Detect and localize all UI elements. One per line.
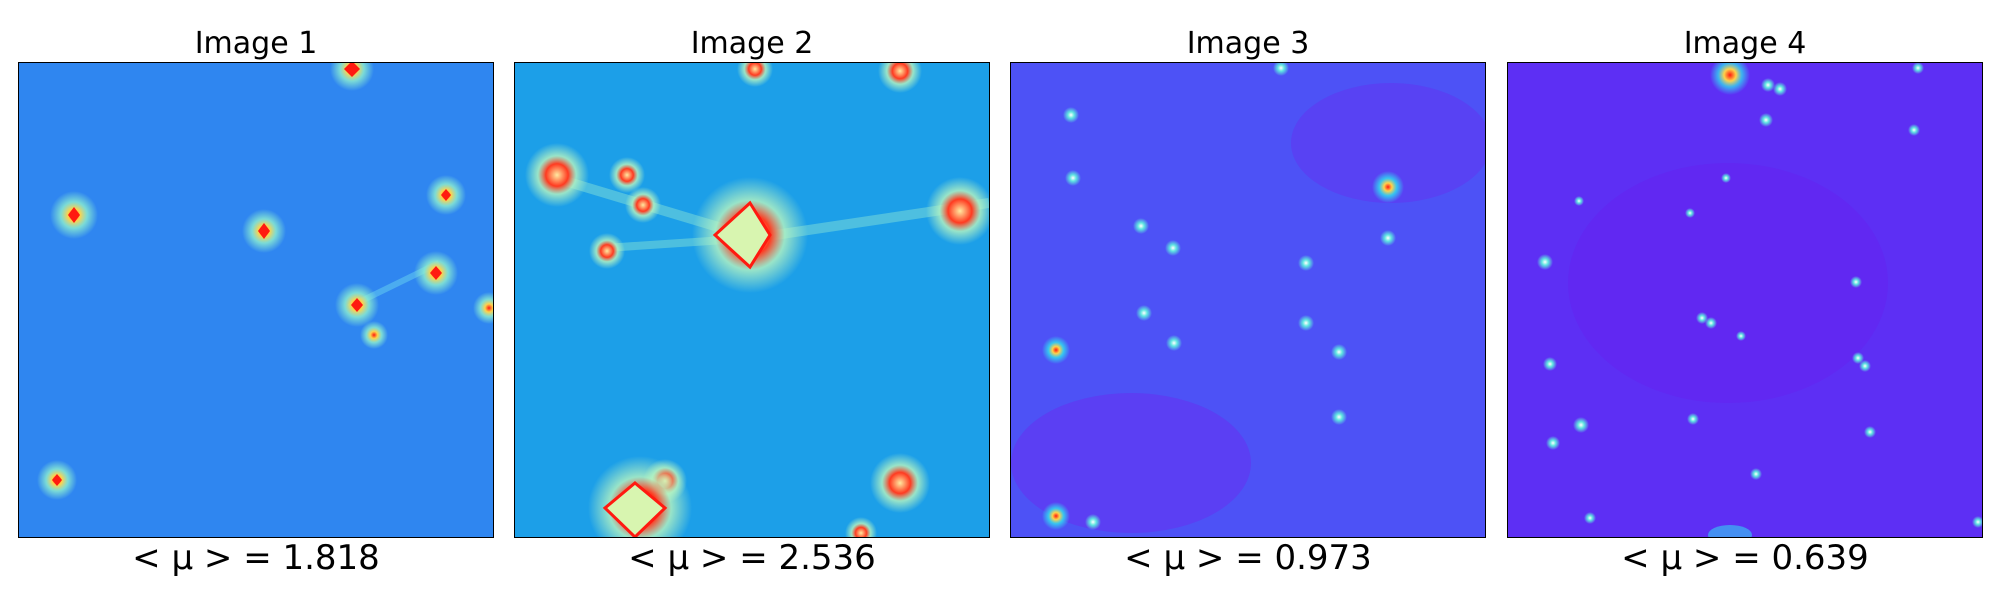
panel-title: Image 1 xyxy=(194,26,318,61)
heatmap-image xyxy=(515,63,989,537)
panel-title: Image 4 xyxy=(1683,26,1807,61)
image-frame xyxy=(514,62,990,538)
mean-mu-label: < μ > = 1.818 xyxy=(132,538,380,578)
panel-title: Image 2 xyxy=(690,26,814,61)
mean-mu-label: < μ > = 0.973 xyxy=(1124,538,1372,578)
panel-1: Image 1 xyxy=(18,0,494,600)
heatmap-image xyxy=(19,63,493,537)
panel-title: Image 3 xyxy=(1186,26,1310,61)
panel-3: Image 3 xyxy=(1010,0,1486,600)
mean-mu-label: < μ > = 2.536 xyxy=(628,538,876,578)
image-frame xyxy=(1507,62,1983,538)
image-frame xyxy=(18,62,494,538)
mean-mu-label: < μ > = 0.639 xyxy=(1621,538,1869,578)
heatmap-image xyxy=(1508,63,1982,537)
image-frame xyxy=(1010,62,1486,538)
panel-4: Image 4 xyxy=(1507,0,1983,600)
panel-2: Image 2 < μ > = 2.536 xyxy=(514,0,990,600)
heatmap-image xyxy=(1011,63,1485,537)
